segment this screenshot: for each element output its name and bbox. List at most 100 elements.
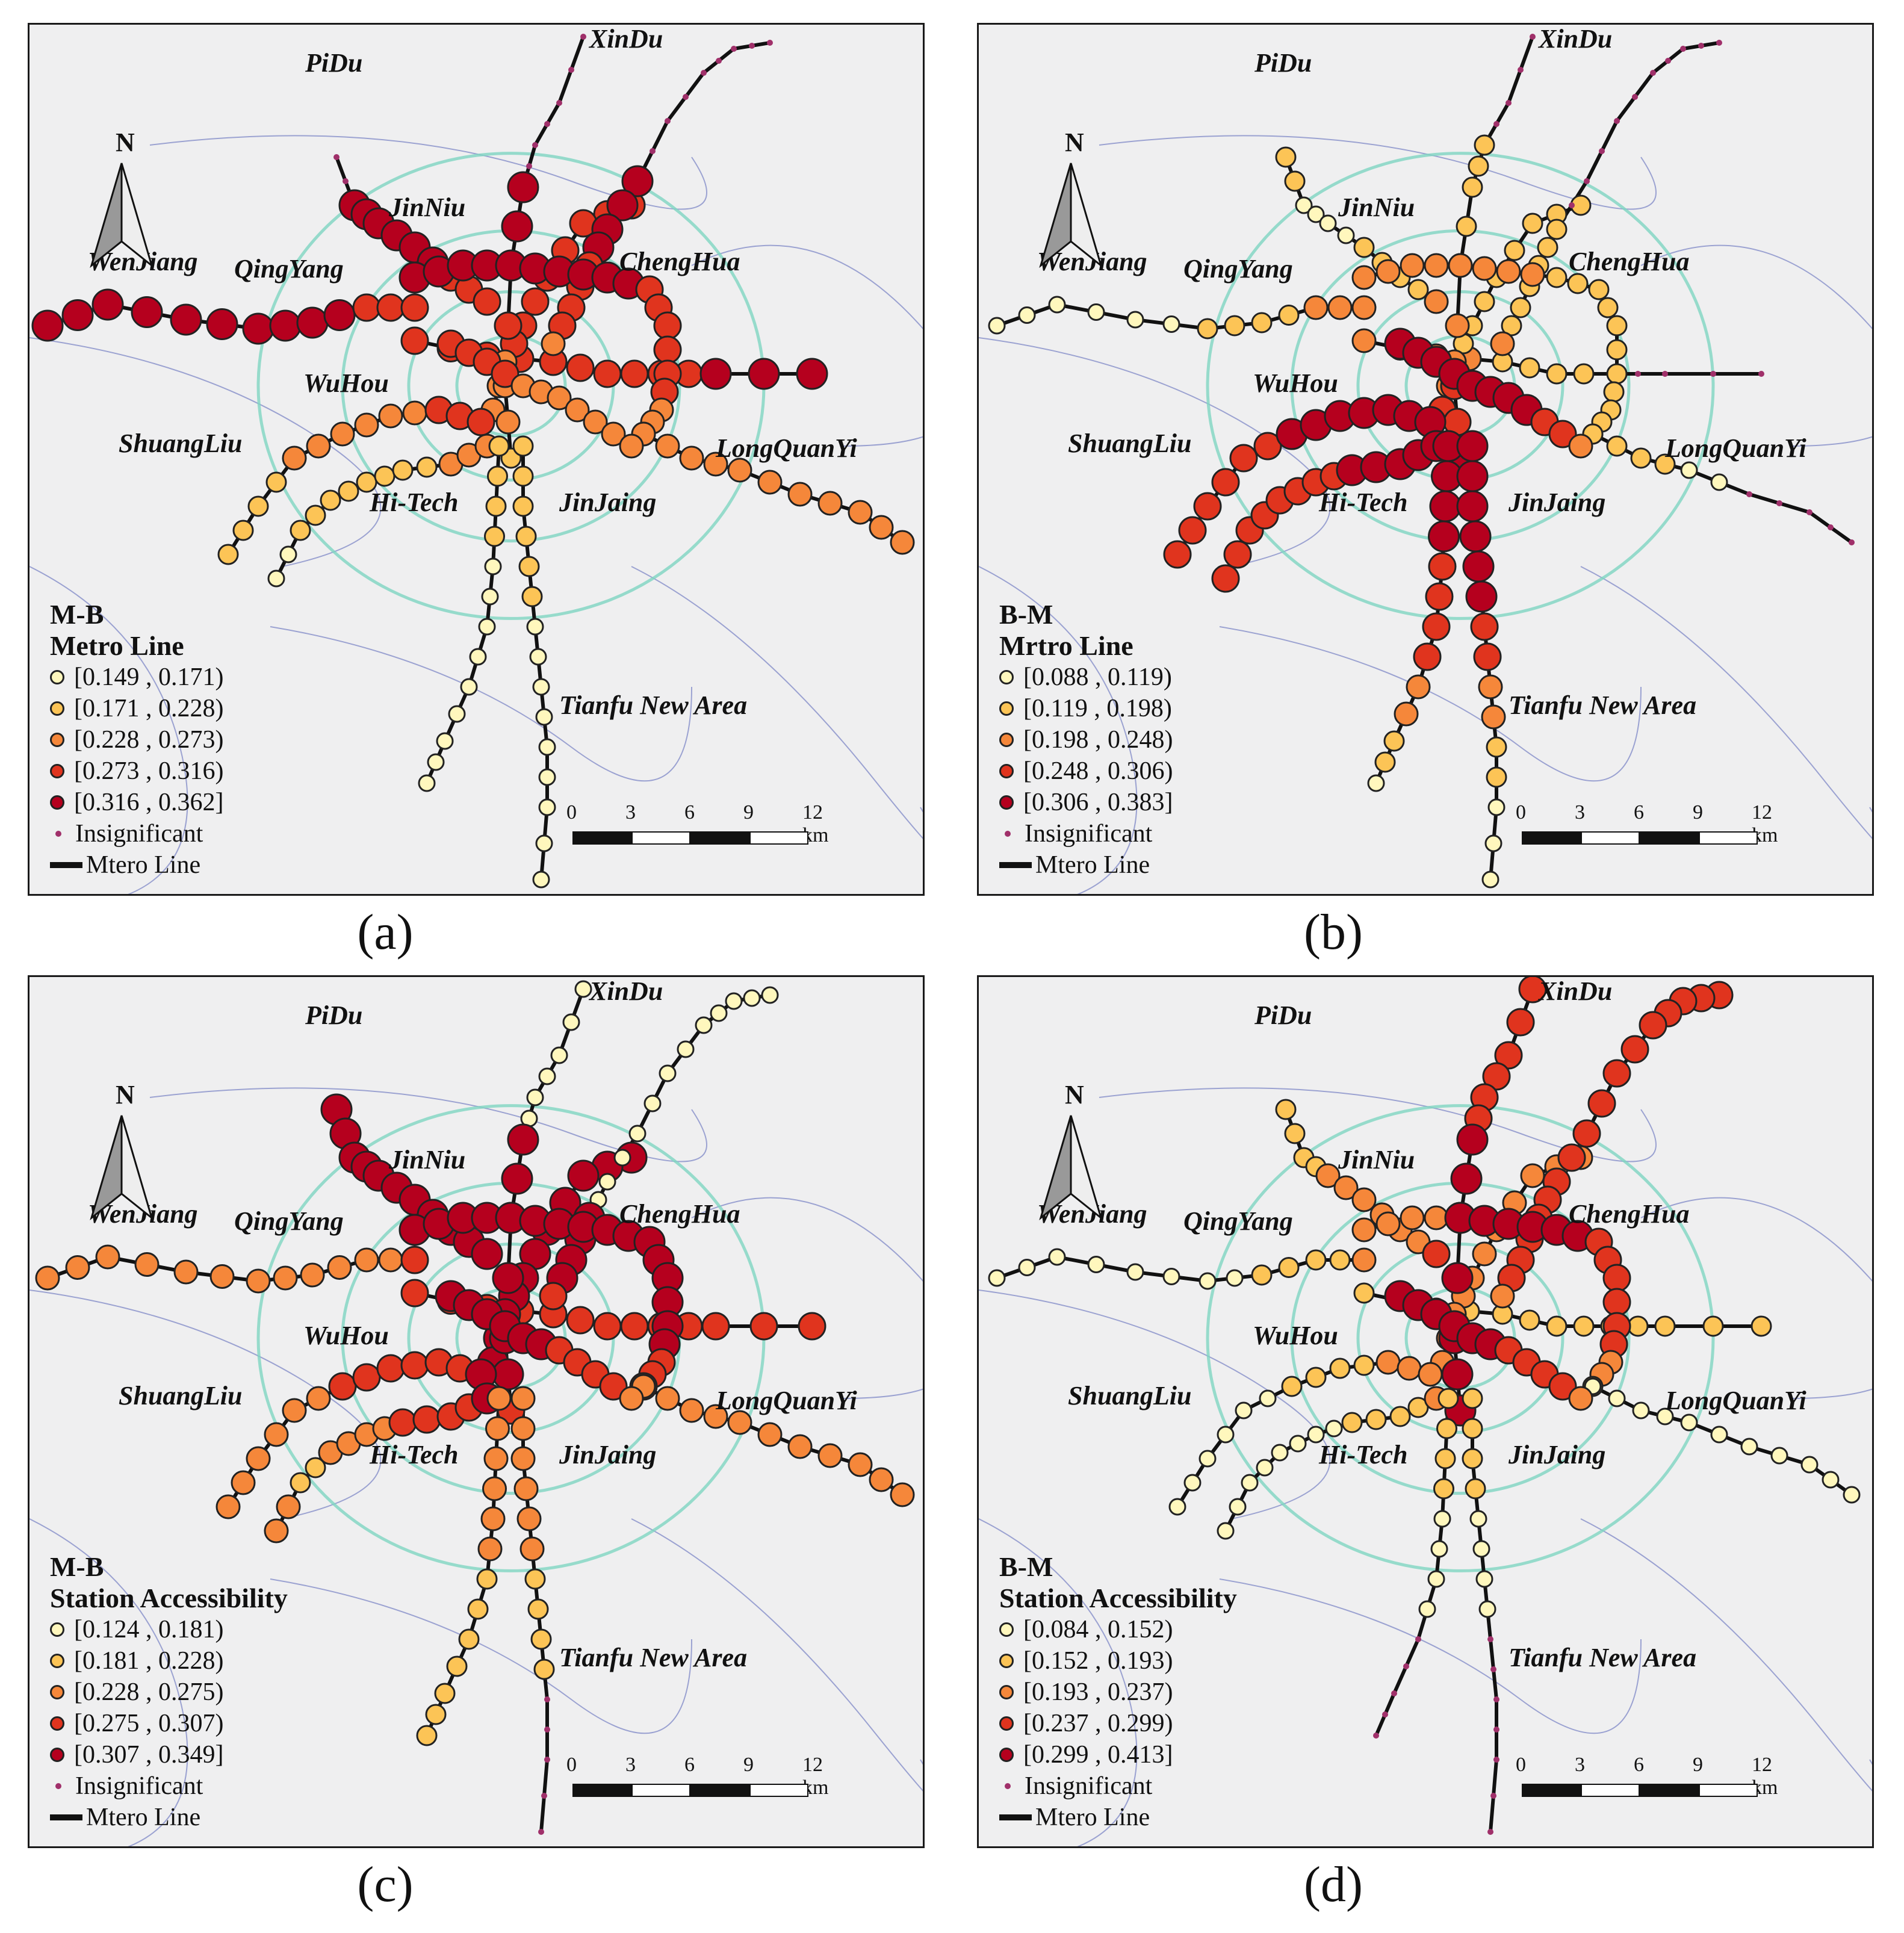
station-class-3 [1351,295,1377,320]
station-class-3 [1424,253,1449,278]
station-class-2 [1353,1354,1375,1376]
station-class-1 [538,768,556,786]
station-class-3 [655,1386,680,1411]
district-label: ShuangLiu [119,1381,242,1410]
station-class-1 [1710,473,1728,491]
station-class-2 [1383,730,1405,752]
station-insignificant [1490,1666,1496,1672]
district-label: Tianfu New Area [1509,690,1696,720]
boundary-line [29,566,188,894]
station-class-2 [476,1568,498,1590]
station-class-4 [352,1363,381,1392]
station-class-3 [757,1422,783,1447]
station-class-2 [487,465,508,487]
station-class-3 [619,1386,644,1411]
scale-tick-label: 3 [625,1754,636,1776]
station-class-3 [330,421,355,447]
station-class-4 [521,287,550,316]
station-class-2 [1465,1478,1486,1500]
station-class-2 [1281,1376,1303,1397]
station-class-5 [699,358,732,390]
station-class-4 [749,1312,778,1341]
district-label: JinJaing [1508,488,1605,517]
boundary-line [979,1518,1138,1846]
station-class-3 [817,491,843,516]
station-class-2 [1630,447,1652,469]
station-class-1 [1241,1474,1259,1492]
station-class-3 [519,1536,545,1562]
station-insignificant [544,1757,550,1763]
legend-item-label: [0.275 , 0.307) [74,1710,224,1737]
station-class-2 [527,1598,549,1620]
station-class-1 [1289,1435,1307,1453]
station-class-3 [306,433,331,459]
station-class-1 [613,1149,631,1167]
station-class-1 [460,678,478,696]
station-class-3 [173,1259,199,1285]
scale-tick-label: 0 [566,1754,577,1776]
station-insignificant [683,94,689,100]
station-class-4 [491,359,519,388]
station-class-4 [1506,1008,1535,1037]
station-class-1 [1307,1426,1325,1444]
legend-item: [0.316 , 0.362] [50,787,223,818]
station-class-2 [290,1472,311,1494]
station-class-5 [1429,490,1462,523]
legend-item: [0.119 , 0.198) [999,693,1173,724]
station-class-5 [492,1358,524,1391]
station-class-1 [1162,315,1180,333]
station-class-3 [1472,256,1497,281]
station-class-2 [1434,1448,1456,1469]
legend-item-label: [0.084 , 0.152) [1023,1616,1173,1643]
station-insignificant [1493,1696,1499,1702]
station-class-1 [1843,1486,1861,1504]
station-class-5 [61,299,94,331]
district-label: PiDu [305,48,362,78]
station-class-2 [217,544,239,565]
station-class-3 [583,409,608,435]
station-class-4 [1572,1119,1601,1148]
legend-title-layer: Station Accessibility [50,1583,288,1613]
station-class-4 [1548,420,1577,448]
station-insignificant [1569,202,1575,208]
station-class-1 [1418,1600,1436,1618]
station-class-3 [246,1268,271,1294]
station-class-1 [1472,1540,1490,1558]
station-class-3 [1520,1163,1545,1188]
station-class-4 [1518,977,1547,1004]
station-class-1 [1469,1510,1487,1528]
station-insignificant [1599,148,1605,154]
legend-item-label: [0.306 , 0.383] [1023,789,1173,816]
station-class-3 [1490,1283,1515,1309]
station-class-4 [473,287,501,316]
scale-tick-label: 9 [743,801,754,824]
legend-title-direction: M-B [50,1551,104,1582]
station-class-2 [1546,1315,1568,1337]
station-class-3 [300,1262,325,1288]
station-insignificant [1493,121,1499,127]
station-class-2 [1305,1367,1327,1388]
station-class-2 [1474,291,1495,312]
station-class-2 [1486,766,1507,788]
station-insignificant [1716,40,1722,46]
station-class-3 [1424,1205,1449,1230]
station-class-1 [279,545,297,563]
station-class-2 [458,1628,480,1650]
station-class-2 [518,556,540,577]
legend-item-label: [0.228 , 0.275) [74,1678,224,1706]
panel-caption: (c) [357,1857,414,1913]
station-class-3 [1490,331,1515,356]
station-class-2 [1519,357,1540,379]
station-insignificant [1662,371,1668,377]
station-class-1 [1226,1269,1244,1287]
station-class-1 [1337,226,1355,244]
station-class-3 [306,1386,331,1411]
district-label: LongQuanYi [1664,433,1807,463]
station-class-1 [538,738,556,756]
station-class-1 [436,732,454,750]
district-label: PiDu [1254,48,1312,78]
station-class-1 [562,1013,580,1031]
district-label: PiDu [305,1001,362,1030]
boundary-line [149,135,707,210]
station-class-2 [1251,1264,1273,1286]
